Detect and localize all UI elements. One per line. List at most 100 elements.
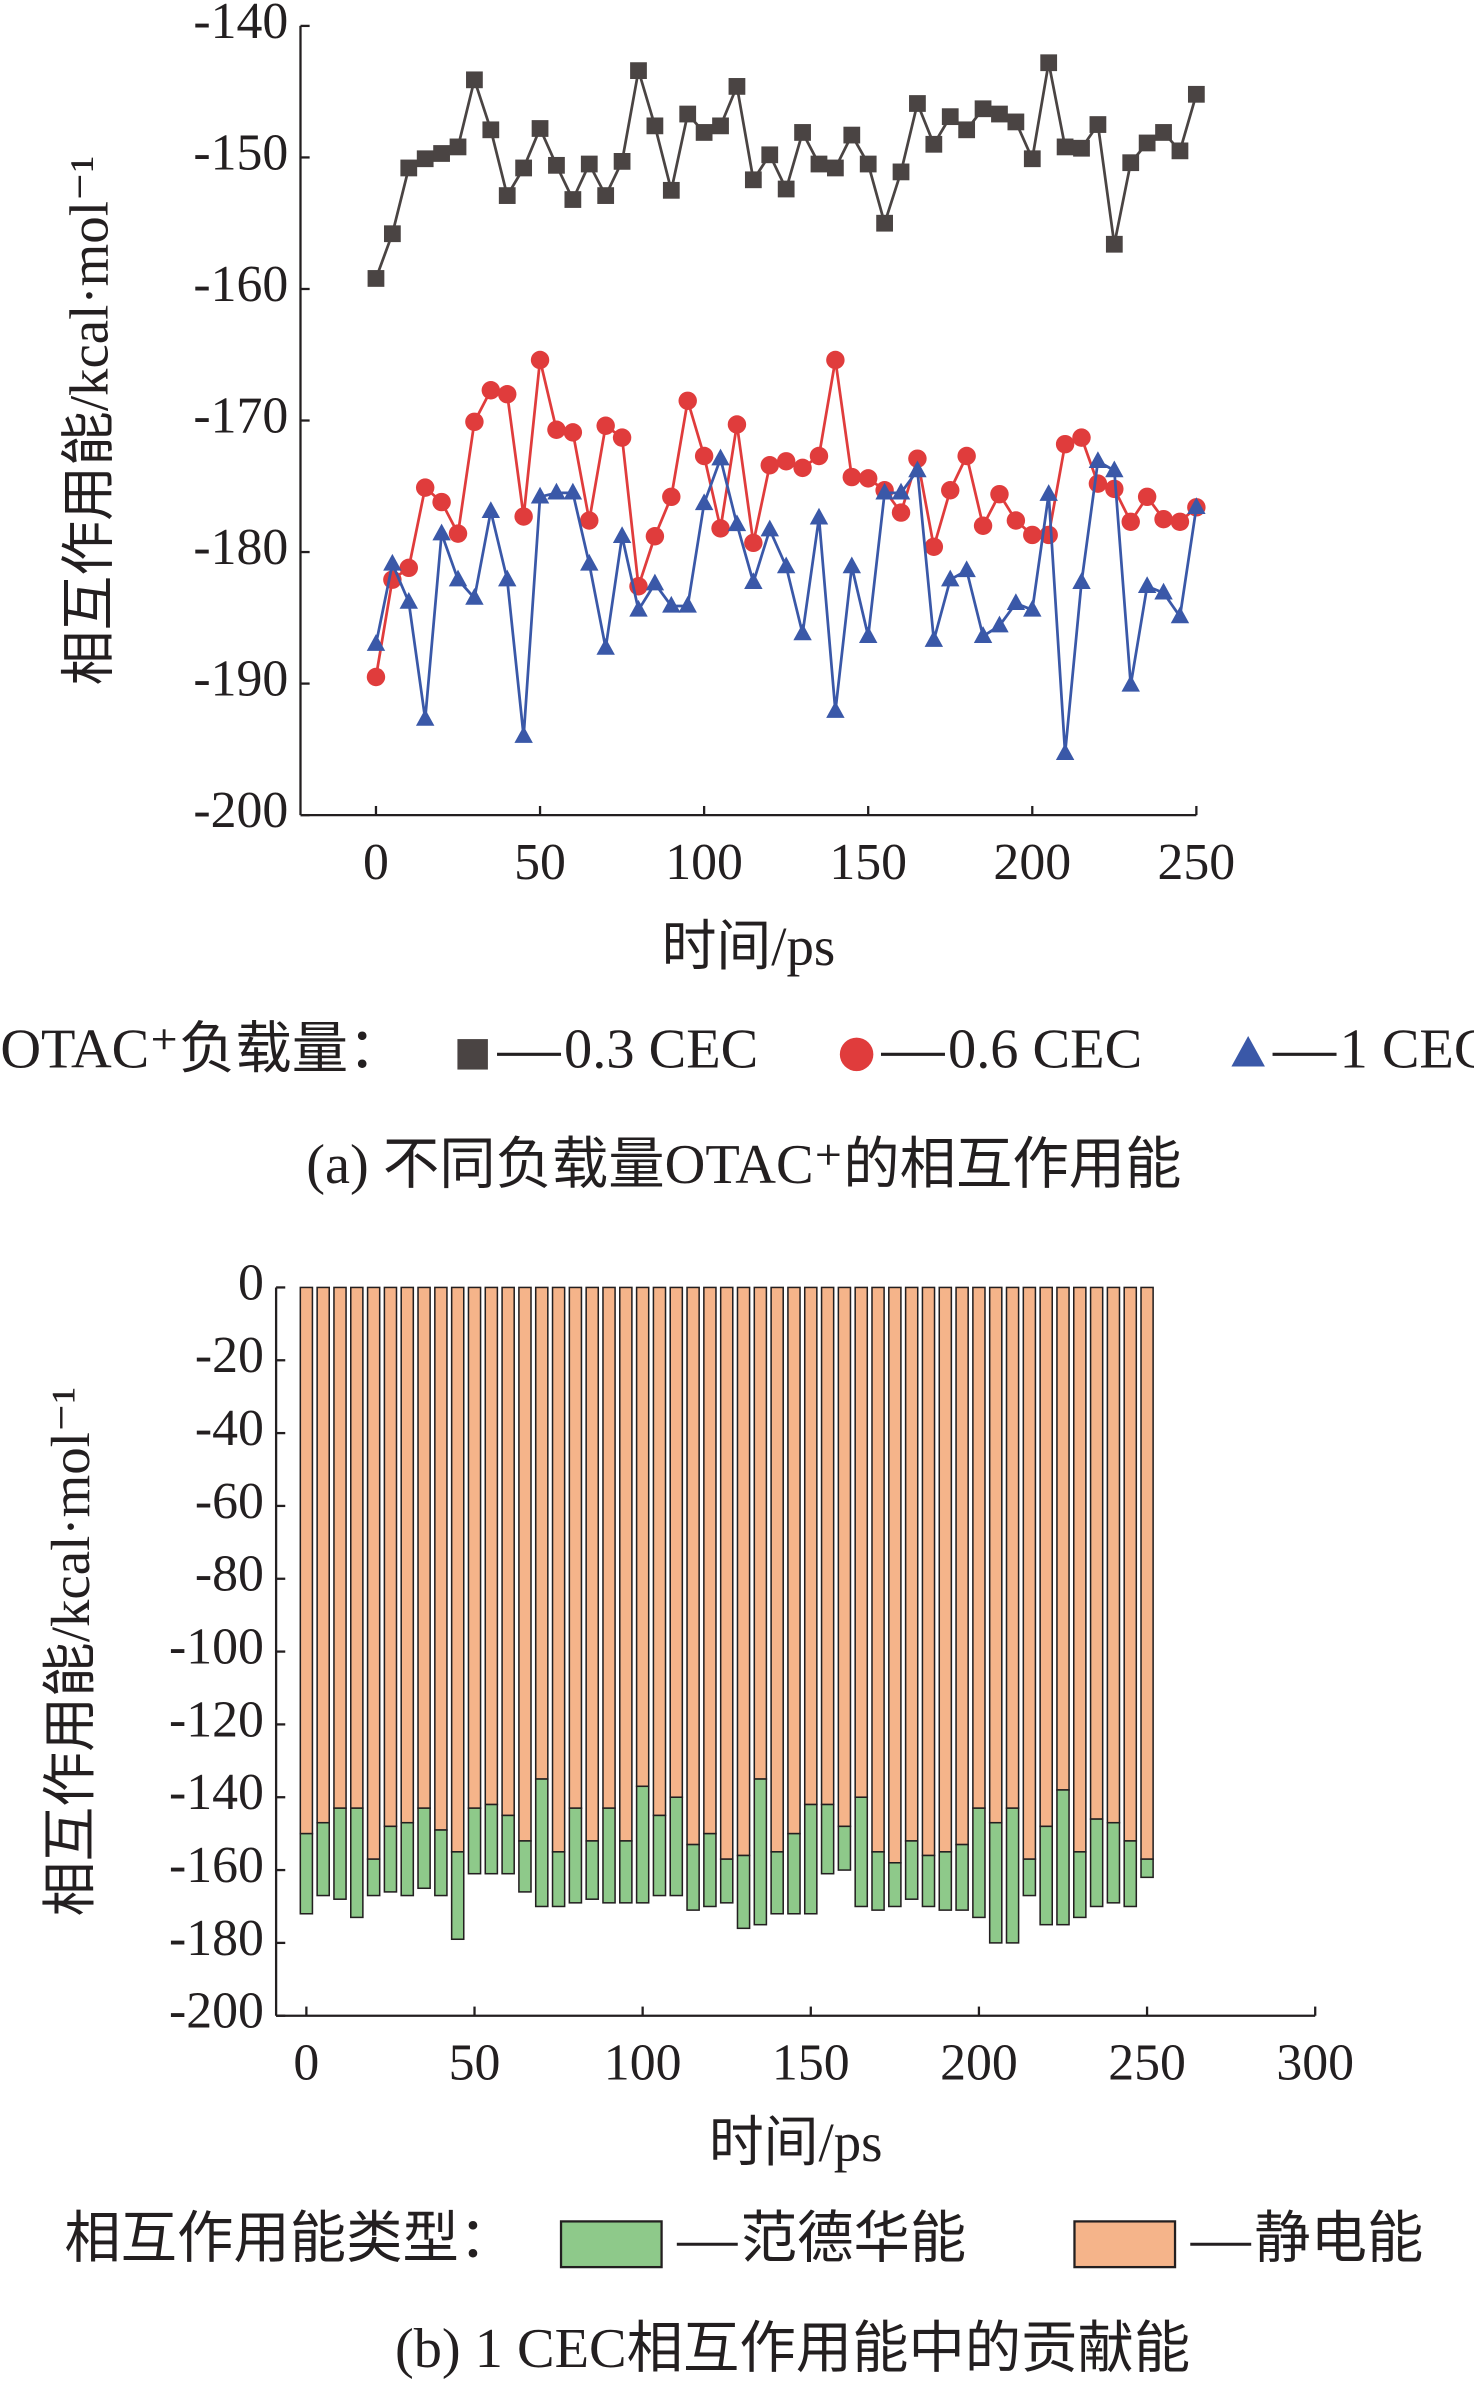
marker-circle	[891, 503, 911, 522]
marker-square	[548, 156, 565, 174]
bar-segment	[1056, 1286, 1070, 1791]
marker-triangle	[1088, 451, 1108, 468]
marker-square	[449, 138, 467, 156]
marker-circle	[1072, 428, 1091, 447]
marker-square	[564, 191, 582, 208]
marker-circle	[842, 467, 862, 487]
bar-segment	[803, 1286, 818, 1806]
bar-segment	[619, 1286, 633, 1842]
bar-segment	[854, 1796, 869, 1908]
marker-triangle	[530, 486, 550, 504]
marker-triangle	[908, 460, 927, 478]
marker-triangle	[662, 595, 681, 613]
marker-circle	[694, 446, 714, 466]
marker-circle	[662, 487, 681, 507]
x-tick-label: 150	[772, 2034, 850, 2091]
bar-segment	[770, 1851, 784, 1915]
marker-square	[1155, 124, 1172, 141]
y-tick-label: 0	[238, 1254, 264, 1311]
marker-square	[498, 187, 516, 204]
bar-segment	[972, 1286, 986, 1809]
x-tick-label: 150	[829, 834, 907, 891]
marker-triangle	[727, 514, 747, 532]
marker-square	[1007, 113, 1025, 131]
x-tick-label: 200	[940, 2034, 1018, 2091]
bar-segment	[669, 1796, 684, 1897]
bar-segment	[703, 1832, 717, 1908]
bar-segment	[1106, 1821, 1121, 1904]
marker-triangle	[366, 634, 386, 651]
marker-circle	[498, 384, 517, 404]
marker-square	[1023, 150, 1041, 168]
bar-segment	[820, 1803, 835, 1875]
marker-circle	[990, 484, 1009, 504]
marker-circle	[957, 446, 976, 466]
bar-segment	[635, 1785, 650, 1904]
marker-triangle	[744, 572, 763, 590]
marker-circle	[563, 423, 583, 442]
bar-segment	[568, 1286, 583, 1809]
marker-circle	[727, 415, 747, 434]
bar-segment	[585, 1840, 600, 1900]
marker-circle	[1154, 509, 1173, 529]
bar-segment	[753, 1286, 768, 1780]
bar-segment	[1022, 1286, 1037, 1860]
bar-segment	[534, 1286, 549, 1780]
marker-triangle	[645, 573, 665, 591]
bar-segment	[484, 1286, 499, 1806]
marker-circle	[809, 446, 829, 466]
marker-triangle	[580, 553, 599, 571]
marker-square	[1122, 154, 1140, 172]
marker-triangle	[809, 507, 829, 525]
y-tick-label: -150	[193, 124, 288, 181]
marker-square	[646, 117, 664, 135]
legend-label: 0.3 CEC	[564, 1018, 758, 1080]
marker-circle	[858, 469, 878, 488]
marker-triangle	[1187, 497, 1206, 515]
marker-triangle	[875, 482, 894, 500]
marker-square	[728, 78, 746, 95]
y-tick-label: -190	[193, 650, 288, 707]
marker-triangle	[1055, 743, 1075, 761]
bar-segment	[988, 1821, 1003, 1944]
y-tick-label: -20	[195, 1327, 264, 1384]
legend-label: 静电能	[1254, 2208, 1423, 2270]
marker-square	[777, 180, 795, 198]
marker-square	[367, 270, 385, 287]
bar-segment	[450, 1286, 465, 1853]
marker-square	[859, 155, 877, 173]
bar-segment	[299, 1286, 314, 1835]
marker-circle	[1170, 512, 1190, 532]
bar-segment	[350, 1807, 364, 1919]
bar-segment	[450, 1851, 465, 1941]
x-tick-label: 250	[1158, 834, 1236, 891]
marker-circle	[465, 412, 484, 432]
marker-square	[383, 225, 401, 243]
bar-segment	[518, 1286, 532, 1842]
marker-triangle	[465, 588, 484, 605]
marker-square	[400, 159, 418, 177]
bar-segment	[955, 1286, 969, 1846]
marker-square	[843, 126, 861, 144]
bar-segment	[400, 1286, 415, 1824]
marker-triangle	[842, 556, 862, 574]
bar-segment	[299, 1832, 314, 1915]
bar-segment	[652, 1286, 667, 1817]
bar-segment	[787, 1286, 801, 1835]
marker-square	[597, 187, 615, 204]
bar-segment	[518, 1840, 532, 1893]
marker-circle	[1137, 487, 1157, 507]
bar-segment	[686, 1286, 700, 1846]
marker-circle	[776, 452, 796, 471]
bar-segment	[551, 1851, 566, 1908]
legend-swatch	[1073, 2220, 1177, 2269]
marker-triangle	[596, 638, 615, 655]
marker-triangle	[1154, 582, 1173, 600]
marker-square	[712, 117, 729, 135]
marker-circle	[760, 456, 779, 475]
bar-segment	[1106, 1286, 1121, 1824]
x-tick-label: 200	[993, 834, 1071, 891]
bar-segment	[921, 1286, 936, 1857]
bar-segment	[1072, 1851, 1087, 1919]
